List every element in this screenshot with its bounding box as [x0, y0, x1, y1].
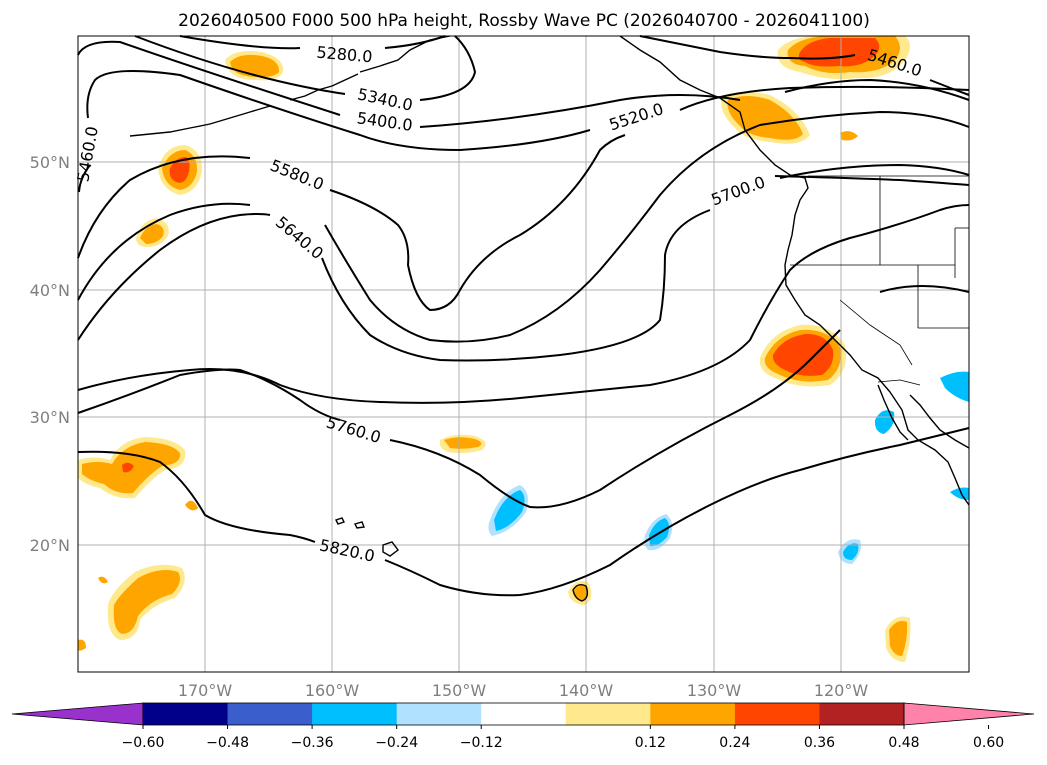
contour-5640: [77, 213, 271, 341]
island-hawaii: [353, 521, 365, 529]
contour-5820: [77, 450, 316, 543]
contour-5340: [419, 35, 477, 101]
colorbar-tick-label: 0.24: [719, 735, 750, 751]
colorbar-tick-label: −0.60: [122, 735, 165, 751]
colorbar: −0.60 −0.48 −0.36 −0.24 −0.12 0.12 0.24 0.36 0.4…: [11, 702, 1035, 751]
coastline-mexico: [909, 394, 970, 449]
contour-5580: [324, 110, 970, 343]
anomaly-blue: [950, 487, 969, 500]
pc-positive-shading: [78, 36, 911, 662]
anomaly-orange: [444, 437, 482, 449]
anomaly-blue: [874, 410, 895, 434]
border-us-mexico: [877, 379, 921, 386]
colorbar-segment: [481, 703, 567, 725]
contour-5460: [78, 164, 91, 193]
colorbar-segment: [312, 703, 398, 725]
colorbar-tick-label: −0.24: [375, 735, 418, 751]
anomaly-orange: [140, 224, 164, 244]
colorbar-tick-label: −0.12: [460, 735, 503, 751]
contour-5460: [929, 79, 970, 96]
anomaly-red: [122, 462, 134, 473]
anomaly-orange: [727, 96, 803, 140]
contour-label: 5280.0: [316, 43, 373, 67]
colorbar-extend-min: [11, 702, 144, 726]
anomaly-orange: [78, 639, 86, 651]
contour-5760: [77, 368, 341, 421]
colorbar-tick-label: 0.36: [804, 735, 835, 751]
map-frame: [77, 35, 970, 673]
latitude-labels: 50°N 40°N 30°N 20°N: [30, 153, 70, 555]
map-title: 2026040500 F000 500 hPa height, Rossby W…: [178, 11, 870, 31]
colorbar-segment: [819, 703, 905, 725]
contour-5760: [389, 329, 841, 509]
lon-label: 130°W: [687, 681, 742, 700]
colorbar-ticks: −0.60 −0.48 −0.36 −0.24 −0.12 0.12 0.24 0.36 0.4…: [122, 725, 1004, 751]
pc-negative-shading: [488, 371, 969, 564]
contour-5520: [329, 134, 626, 312]
contour-5640: [321, 209, 711, 362]
longitude-labels: 170°W 160°W 150°W 140°W 130°W 120°W: [178, 681, 869, 700]
contour-5580: [77, 202, 251, 301]
contour-5340: [134, 35, 346, 95]
colorbar-extend-max: [903, 702, 1035, 726]
anomaly-orange: [840, 131, 858, 141]
island-hawaii: [382, 541, 399, 557]
contour-5400: [784, 78, 970, 101]
colorbar-tick-label: 0.12: [635, 735, 666, 751]
contour-5820: [384, 427, 970, 597]
contour-5460: [86, 70, 591, 152]
graticule: [78, 36, 969, 672]
colorbar-segment: [650, 703, 736, 725]
coastline-aleutians: [289, 73, 359, 101]
coastline-baja: [877, 384, 909, 441]
contour-5520: [77, 155, 251, 259]
anomaly-orange: [889, 621, 908, 656]
colorbar-tick-label: −0.48: [206, 735, 249, 751]
colorbar-frame: [142, 702, 905, 726]
colorbar-tick-label: 0.60: [973, 735, 1004, 751]
lat-label: 50°N: [30, 153, 70, 172]
contour-5460: [639, 35, 856, 60]
border-state: [839, 299, 913, 366]
anomaly-red: [772, 333, 834, 376]
colorbar-segment: [734, 703, 820, 725]
coastline-north-america: [619, 35, 970, 506]
colorbar-tick-label: 0.48: [888, 735, 919, 751]
contour-5520: [679, 85, 970, 111]
colorbar-segment: [227, 703, 313, 725]
coastline-aleutians: [129, 105, 271, 137]
anomaly-blue: [843, 543, 859, 560]
anomaly-orange: [113, 570, 180, 634]
contour-5700: [774, 175, 970, 186]
lat-label: 40°N: [30, 281, 70, 300]
contour-5280: [179, 35, 301, 50]
map-panel: 5280.0 5340.0 5400.0 5460.0 5460.0 5520.…: [73, 35, 970, 673]
island-hawaii: [335, 517, 345, 525]
lat-label: 20°N: [30, 536, 70, 555]
colorbar-segment: [143, 703, 229, 725]
height-contours: [77, 35, 970, 597]
lon-label: 150°W: [432, 681, 487, 700]
contour-5640: [779, 163, 970, 179]
lon-label: 120°W: [814, 681, 869, 700]
anomaly-orange: [98, 576, 108, 584]
colorbar-segment: [565, 703, 651, 725]
colorbar-tick-label: −0.36: [291, 735, 334, 751]
colorbar-segment: [396, 703, 482, 725]
anomaly-red: [169, 157, 190, 183]
contour-5280: [384, 35, 446, 49]
anomaly-orange: [185, 500, 198, 511]
lon-label: 170°W: [178, 681, 233, 700]
lon-label: 140°W: [559, 681, 614, 700]
contour-5400: [77, 40, 341, 116]
contour-5760: [879, 285, 970, 293]
contour-5400: [419, 94, 741, 128]
lat-label: 30°N: [30, 408, 70, 427]
colorbar-segments: [11, 702, 1035, 726]
anomaly-blue: [940, 371, 969, 402]
anomaly-outline: [572, 583, 589, 602]
lon-label: 160°W: [305, 681, 360, 700]
borders: [790, 175, 969, 386]
